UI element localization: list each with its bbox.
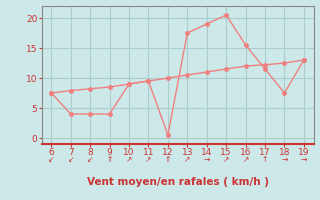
- Text: ⇑: ⇑: [165, 155, 171, 164]
- Text: →: →: [281, 155, 288, 164]
- Text: →: →: [204, 155, 210, 164]
- Text: ↙: ↙: [87, 155, 93, 164]
- Text: ↗: ↗: [145, 155, 152, 164]
- Text: ↗: ↗: [126, 155, 132, 164]
- Text: ↙: ↙: [48, 155, 54, 164]
- Text: ↗: ↗: [243, 155, 249, 164]
- Text: →: →: [301, 155, 307, 164]
- X-axis label: Vent moyen/en rafales ( km/h ): Vent moyen/en rafales ( km/h ): [87, 177, 268, 187]
- Text: ↗: ↗: [223, 155, 229, 164]
- Text: ↙: ↙: [68, 155, 74, 164]
- Text: ⇑: ⇑: [107, 155, 113, 164]
- Text: ↑: ↑: [262, 155, 268, 164]
- Text: ↗: ↗: [184, 155, 190, 164]
